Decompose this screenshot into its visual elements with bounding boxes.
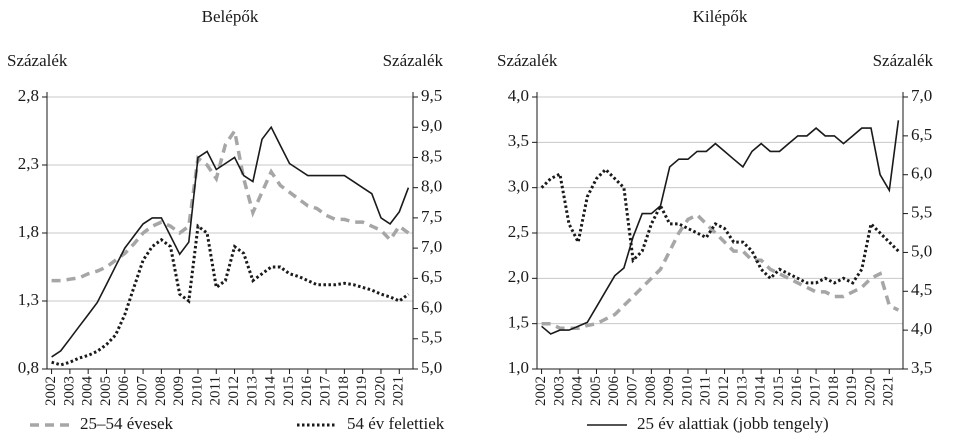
y2-tick-label: 9,0	[421, 116, 442, 135]
y2-tick-label: 9,5	[421, 86, 442, 105]
y-tick-label: 2,0	[508, 267, 529, 286]
y-tick-label: 3,0	[508, 177, 529, 196]
y2-tick-label: 5,5	[911, 202, 932, 221]
y2-tick-label: 8,0	[421, 177, 442, 196]
x-tick-label: 2016	[789, 376, 805, 407]
x-tick-label: 2007	[135, 376, 151, 407]
y2-tick-label: 4,5	[911, 280, 932, 299]
x-tick-label: 2021	[391, 376, 407, 406]
series-line	[51, 125, 410, 358]
x-tick-label: 2009	[661, 376, 677, 406]
y2-tick-label: 8,5	[421, 146, 442, 165]
y2-tick-label: 6,0	[421, 297, 442, 316]
y2-tick-label: 5,5	[421, 328, 442, 347]
y2-tick-label: 4,0	[911, 319, 932, 338]
series-line	[541, 212, 900, 330]
y2-tick-label: 7,0	[421, 237, 442, 256]
series-line	[51, 126, 410, 283]
y2-tick-label: 3,5	[911, 358, 932, 377]
x-tick-label: 2009	[171, 376, 187, 406]
y-tick-label: 2,3	[18, 154, 39, 173]
x-tick-label: 2002	[43, 376, 59, 406]
x-tick-label: 2011	[698, 376, 714, 405]
chart-title: Kilépők	[693, 7, 748, 26]
y-tick-label: 3,5	[508, 131, 529, 150]
x-tick-label: 2005	[98, 376, 114, 406]
legend-label: 25–54 évesek	[80, 414, 174, 433]
y-axis-label: Százalék	[7, 51, 68, 70]
x-tick-label: 2018	[826, 376, 842, 406]
x-tick-label: 2005	[588, 376, 604, 406]
y2-tick-label: 6,5	[421, 267, 442, 286]
y2-tick-label: 5,0	[421, 358, 442, 377]
x-tick-label: 2017	[808, 376, 824, 407]
x-tick-label: 2002	[533, 376, 549, 406]
y-tick-label: 1,3	[18, 290, 39, 309]
y-tick-label: 1,5	[508, 313, 529, 332]
y2-tick-label: 6,0	[911, 164, 932, 183]
x-tick-label: 2011	[208, 376, 224, 405]
x-tick-label: 2012	[226, 376, 242, 406]
y2-tick-label: 5,0	[911, 241, 932, 260]
x-tick-label: 2006	[606, 376, 622, 407]
x-tick-label: 2013	[734, 376, 750, 406]
y-tick-label: 1,8	[18, 222, 39, 241]
y2-tick-label: 7,0	[911, 86, 932, 105]
x-tick-label: 2004	[570, 376, 586, 407]
y-tick-label: 1,0	[508, 358, 529, 377]
series-line	[541, 120, 900, 335]
x-tick-label: 2017	[318, 376, 334, 407]
y2-axis-label: Százalék	[383, 51, 444, 70]
x-tick-label: 2015	[771, 376, 787, 406]
x-tick-label: 2003	[61, 376, 77, 406]
chart-title: Belépők	[202, 7, 259, 26]
x-tick-label: 2015	[281, 376, 297, 406]
series-line	[51, 223, 410, 367]
x-tick-label: 2007	[625, 376, 641, 407]
x-tick-label: 2016	[299, 376, 315, 407]
x-tick-label: 2021	[881, 376, 897, 406]
legend-label: 25 év alattiak (jobb tengely)	[637, 414, 829, 433]
y-axis-label: Százalék	[497, 51, 558, 70]
y2-axis-label: Százalék	[873, 51, 934, 70]
x-tick-label: 2010	[189, 376, 205, 406]
x-tick-label: 2013	[244, 376, 260, 406]
x-tick-label: 2019	[844, 376, 860, 406]
y-tick-label: 4,0	[508, 86, 529, 105]
series-line	[540, 167, 900, 285]
x-tick-label: 2010	[679, 376, 695, 406]
x-tick-label: 2012	[716, 376, 732, 406]
x-tick-label: 2018	[336, 376, 352, 406]
x-tick-label: 2019	[354, 376, 370, 406]
x-tick-label: 2008	[643, 376, 659, 406]
legend-label: 54 év felettiek	[347, 414, 445, 433]
x-tick-label: 2014	[263, 376, 279, 407]
y2-tick-label: 6,5	[911, 125, 932, 144]
y-tick-label: 2,8	[18, 86, 39, 105]
x-tick-label: 2008	[153, 376, 169, 406]
y2-tick-label: 7,5	[421, 207, 442, 226]
x-tick-label: 2004	[80, 376, 96, 407]
x-tick-label: 2014	[753, 376, 769, 407]
y-tick-label: 2,5	[508, 222, 529, 241]
x-tick-label: 2006	[116, 376, 132, 407]
y-tick-label: 0,8	[18, 358, 39, 377]
x-tick-label: 2020	[862, 376, 878, 406]
x-tick-label: 2003	[551, 376, 567, 406]
x-tick-label: 2020	[372, 376, 388, 406]
